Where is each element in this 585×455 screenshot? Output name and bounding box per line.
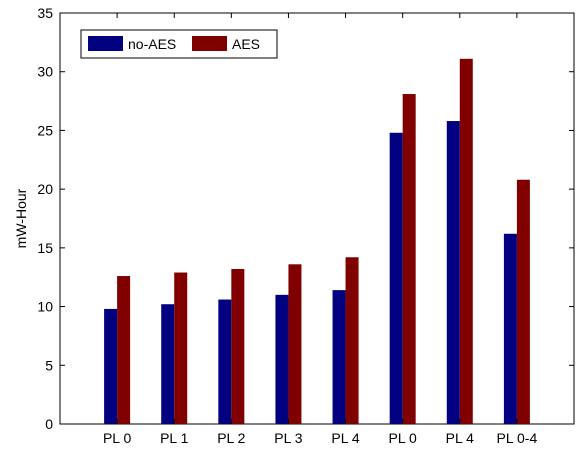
y-tick-label: 5 — [45, 357, 53, 373]
bar-no-aes — [161, 304, 175, 424]
bar-aes — [231, 268, 245, 424]
y-tick-label: 25 — [37, 122, 53, 138]
bar-no-aes — [332, 290, 346, 424]
bar-no-aes — [389, 132, 403, 424]
bar-no-aes — [275, 294, 289, 424]
plot-frame — [59, 12, 575, 425]
x-tick-label: PL 4 — [446, 430, 474, 446]
legend-swatch — [192, 36, 227, 51]
bar-aes — [174, 272, 188, 424]
bars — [104, 58, 530, 425]
bar-aes — [459, 58, 473, 424]
x-tick-label: PL 1 — [160, 430, 188, 446]
y-tick-label: 10 — [37, 299, 53, 315]
bar-no-aes — [218, 299, 232, 424]
bar-no-aes — [503, 233, 517, 424]
y-tick-label: 0 — [45, 416, 53, 432]
x-tick-label: PL 0 — [389, 430, 417, 446]
legend-label: no-AES — [128, 36, 176, 52]
y-tick-label: 35 — [37, 5, 53, 21]
bar-no-aes — [104, 308, 118, 424]
legend: no-AES AES — [80, 29, 278, 59]
bar-no-aes — [446, 121, 460, 424]
bar-aes — [345, 257, 359, 424]
legend-swatch — [88, 36, 123, 51]
axis-ticks: 0 5 10 15 20 25 30 35 PL 0 PL 1 PL 2 PL 3 PL 4 PL 0 PL… — [37, 5, 574, 446]
y-axis-label: mW-Hour — [13, 188, 29, 248]
y-tick-label: 20 — [37, 181, 53, 197]
x-tick-label: PL 4 — [331, 430, 359, 446]
x-tick-label: PL 2 — [217, 430, 245, 446]
y-tick-label: 30 — [37, 64, 53, 80]
bar-aes — [516, 179, 530, 424]
bar-aes — [402, 94, 416, 425]
bar-aes — [288, 264, 302, 424]
x-tick-label: PL 3 — [274, 430, 302, 446]
x-tick-label: PL 0-4 — [497, 430, 538, 446]
plot-area — [59, 12, 575, 425]
bar-aes — [117, 276, 131, 424]
x-tick-label: PL 0 — [103, 430, 131, 446]
legend-label: AES — [232, 36, 260, 52]
y-tick-label: 15 — [37, 240, 53, 256]
